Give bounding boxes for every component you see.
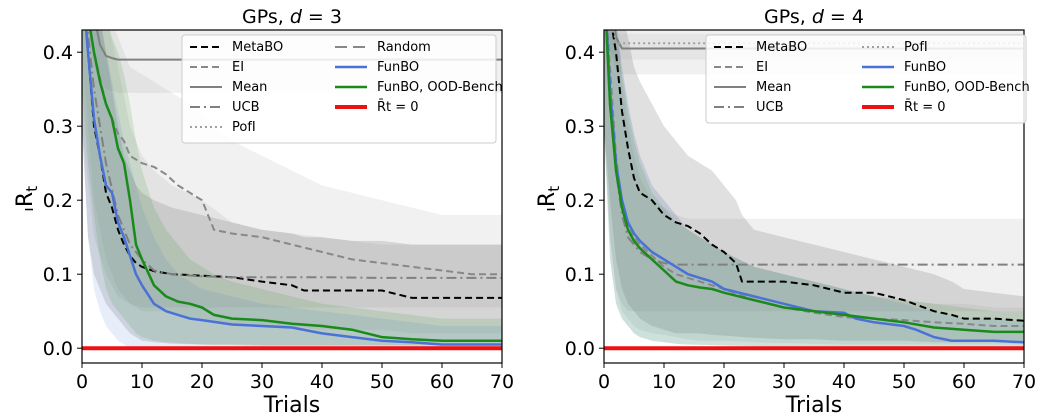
x-tick-label: 30 <box>772 371 796 393</box>
band-ucb <box>82 30 502 308</box>
x-tick-label: 30 <box>250 371 274 393</box>
legend-label: PofI <box>904 40 928 55</box>
band-funbo <box>604 30 1024 349</box>
legend-label: Mean <box>756 80 791 95</box>
legend-label: MetaBO <box>756 40 807 55</box>
x-tick-label: 0 <box>598 371 610 393</box>
band-funbo <box>82 30 502 349</box>
series-line-ucb <box>605 30 1024 266</box>
x-tick-label: 50 <box>370 371 394 393</box>
x-tick-label: 50 <box>892 371 916 393</box>
x-tick-label: 10 <box>652 371 676 393</box>
chart-panel-d4: 0 10 20 30 40 50 60 70 0.0 0.1 0.2 0.3 0.4 Trials Rt GP… <box>535 6 1036 415</box>
legend-label: FunBO <box>377 60 419 75</box>
y-tick-label: 0.4 <box>43 42 73 64</box>
series-line-metabo <box>611 30 1024 322</box>
series-line-ei <box>89 30 502 276</box>
x-axis-label: Trials <box>263 393 320 415</box>
x-tick-label: 70 <box>490 371 514 393</box>
legend-label: UCB <box>232 100 260 115</box>
legend-label: UCB <box>756 100 784 115</box>
legend-box <box>705 34 1027 124</box>
x-tick-label: 60 <box>952 371 976 393</box>
y-axis-label: Rt <box>13 186 41 207</box>
series-line-funbo <box>605 30 1024 344</box>
y-axis-label: Rt <box>535 186 563 207</box>
x-tick-label: 40 <box>310 371 334 393</box>
y-tick-label: 0.2 <box>565 190 595 212</box>
legend-label: FunBO, OOD-Bench <box>377 80 503 95</box>
band-metabo <box>604 30 1024 343</box>
x-axis-label: Trials <box>785 393 842 415</box>
legend: MetaBO EI Mean UCB PofI Random FunBO FunBO, OOD… <box>181 34 503 144</box>
chart-title: GPs, d = 4 <box>764 6 864 28</box>
y-tick-label: 0.0 <box>565 338 595 360</box>
series-line-ucb <box>86 30 502 279</box>
band-metabo <box>82 30 502 346</box>
series-line-funbo-ood-bench <box>89 30 502 343</box>
legend-label: Mean <box>232 80 267 95</box>
legend-label: Random <box>377 40 431 55</box>
x-tick-label: 40 <box>832 371 856 393</box>
legend-label: R̄t = 0 <box>377 100 419 115</box>
legend-label: EI <box>232 60 244 75</box>
y-tick-label: 0.3 <box>43 116 73 138</box>
legend-label: FunBO <box>904 60 946 75</box>
axes-frame <box>603 29 1025 364</box>
legend-box <box>181 34 497 144</box>
band-ei <box>604 30 1024 345</box>
x-tick-label: 70 <box>1012 371 1036 393</box>
legend-label: EI <box>756 60 768 75</box>
band-funbo-ood-bench <box>604 30 1024 349</box>
series-line-funbo-ood-bench <box>605 30 1024 334</box>
x-tick-label: 10 <box>130 371 154 393</box>
legend-label: FunBO, OOD-Bench <box>904 80 1030 95</box>
series-line-mean <box>95 30 502 61</box>
series-line-funbo <box>84 30 502 346</box>
chart-title: GPs, d = 3 <box>242 6 342 28</box>
y-tick-label: 0.4 <box>565 42 595 64</box>
legend-label: R̄t = 0 <box>904 100 946 115</box>
legend: MetaBO EI Mean UCB PofI FunBO FunBO, OOD-Bench… <box>705 34 1030 124</box>
x-tick-label: 20 <box>190 371 214 393</box>
y-tick-label: 0.3 <box>565 116 595 138</box>
legend-label: PofI <box>232 120 256 135</box>
x-tick-label: 20 <box>712 371 736 393</box>
y-tick-label: 0.1 <box>43 264 73 286</box>
y-tick-label: 0.2 <box>43 190 73 212</box>
y-tick-label: 0.1 <box>565 264 595 286</box>
x-tick-label: 0 <box>76 371 88 393</box>
chart-panel-d3: 0 10 20 30 40 50 60 70 0.0 0.1 0.2 0.3 0.4 Trials Rt GP… <box>13 6 514 415</box>
y-tick-label: 0.0 <box>43 338 73 360</box>
legend-label: MetaBO <box>232 40 283 55</box>
axes-frame <box>81 29 503 364</box>
band-funbo-ood-bench <box>82 30 502 347</box>
x-tick-label: 60 <box>430 371 454 393</box>
